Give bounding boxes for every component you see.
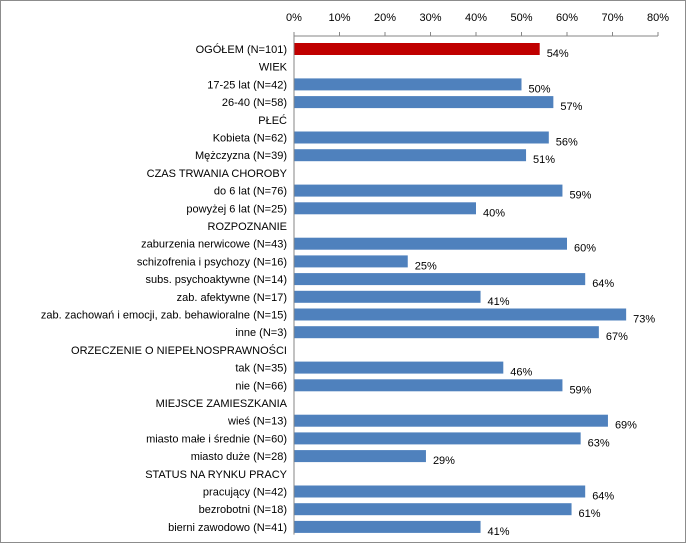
data-label: 25% xyxy=(415,260,437,272)
category-label: 26-40 (N=58) xyxy=(222,97,287,109)
bars xyxy=(294,43,627,533)
bar xyxy=(294,414,608,427)
data-label: 50% xyxy=(529,83,551,95)
bar xyxy=(294,237,567,250)
x-tick-label: 50% xyxy=(510,12,532,24)
data-label: 51% xyxy=(533,154,555,166)
section-label: ORZECZENIE O NIEPEŁNOSPRAWNOŚCI xyxy=(71,344,287,357)
data-label: 41% xyxy=(488,296,510,308)
section-label: ROZPOZNANIE xyxy=(208,221,287,233)
data-label: 59% xyxy=(569,190,591,202)
x-tick-label: 30% xyxy=(419,12,441,24)
category-labels: OGÓŁEM (N=101) WIEK 17-25 lat (N=42) 26-40 … xyxy=(41,43,288,534)
bar xyxy=(294,485,586,498)
category-label: nie (N=66) xyxy=(235,380,287,392)
data-label: 61% xyxy=(579,508,601,520)
bar xyxy=(294,450,426,463)
bar xyxy=(294,432,581,445)
bar xyxy=(294,326,599,339)
category-label: powyżej 6 lat (N=25) xyxy=(186,203,287,215)
data-label: 59% xyxy=(569,384,591,396)
x-tick-label: 70% xyxy=(601,12,623,24)
data-label: 41% xyxy=(488,526,510,538)
data-label: 67% xyxy=(606,331,628,343)
category-label: subs. psychoaktywne (N=14) xyxy=(145,274,287,286)
data-label: 46% xyxy=(510,367,532,379)
bar xyxy=(294,184,563,197)
section-label: PŁEĆ xyxy=(258,114,287,127)
bar xyxy=(294,78,522,91)
section-label: STATUS NA RYNKU PRACY xyxy=(145,469,287,481)
category-label: zab. afektywne (N=17) xyxy=(177,292,287,304)
x-tick-label: 40% xyxy=(465,12,487,24)
x-tick-label: 10% xyxy=(328,12,350,24)
section-label: CZAS TRWANIA CHOROBY xyxy=(147,168,288,180)
category-label: miasto duże (N=28) xyxy=(191,451,287,463)
x-tick-label: 60% xyxy=(556,12,578,24)
section-label: WIEK xyxy=(259,62,288,74)
bar xyxy=(294,255,408,268)
category-label: tak (N=35) xyxy=(235,363,287,375)
bar xyxy=(294,131,549,144)
bar xyxy=(294,308,627,321)
bar-total xyxy=(294,43,540,55)
x-tick-label: 0% xyxy=(286,12,302,24)
x-tick-label: 80% xyxy=(647,12,669,24)
bar xyxy=(294,202,476,215)
data-label: 63% xyxy=(588,437,610,449)
bar xyxy=(294,361,504,374)
category-label: 17-25 lat (N=42) xyxy=(207,79,287,91)
category-label: Kobieta (N=62) xyxy=(213,133,287,145)
category-label: wieś (N=13) xyxy=(227,416,287,428)
data-label: 64% xyxy=(592,278,614,290)
bar xyxy=(294,273,586,286)
bar xyxy=(294,290,481,303)
data-label: 56% xyxy=(556,137,578,149)
category-label: Mężczyzna (N=39) xyxy=(195,150,287,162)
x-axis: 0% 10% 20% 30% 40% 50% 60% 70% 80% xyxy=(286,12,669,535)
x-tick-label: 20% xyxy=(374,12,396,24)
category-label: inne (N=3) xyxy=(235,327,287,339)
category-label: zaburzenia nerwicowe (N=43) xyxy=(141,239,287,251)
category-label: zab. zachowań i emocji, zab. behawioraln… xyxy=(41,310,287,322)
bar xyxy=(294,96,554,109)
data-label: 40% xyxy=(483,207,505,219)
category-label: OGÓŁEM (N=101) xyxy=(196,43,287,56)
category-label: pracujący (N=42) xyxy=(203,487,287,499)
data-label: 29% xyxy=(433,455,455,467)
data-label: 73% xyxy=(633,314,655,326)
category-label: schizofrenia i psychozy (N=16) xyxy=(137,256,287,268)
category-label: bezrobotni (N=18) xyxy=(199,504,287,516)
bar xyxy=(294,520,481,533)
data-label: 64% xyxy=(592,491,614,503)
data-label: 60% xyxy=(574,243,596,255)
category-label: do 6 lat (N=76) xyxy=(214,186,287,198)
bar xyxy=(294,379,563,392)
data-label: 69% xyxy=(615,420,637,432)
category-label: bierni zawodowo (N=41) xyxy=(168,522,287,534)
value-labels: 54% 50% 57% 56%51% 59% 40% 60% 25% 64% 41% 73% 67% 4… xyxy=(415,48,656,538)
category-label: miasto małe i średnie (N=60) xyxy=(146,433,287,445)
data-label: 57% xyxy=(560,101,582,113)
bar xyxy=(294,149,527,162)
bar xyxy=(294,503,572,516)
data-label: 54% xyxy=(547,48,569,60)
section-label: MIEJSCE ZAMIESZKANIA xyxy=(156,398,288,410)
